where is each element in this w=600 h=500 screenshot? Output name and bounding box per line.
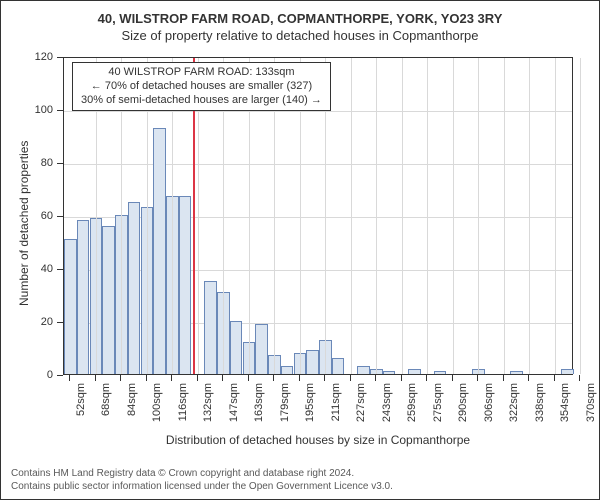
histogram-bar xyxy=(510,371,522,374)
x-tick-label: 275sqm xyxy=(432,383,444,422)
histogram-bar xyxy=(102,226,114,374)
grid-line xyxy=(351,58,352,374)
histogram-bar xyxy=(255,324,267,374)
grid-line xyxy=(478,58,479,374)
y-tick-label: 60 xyxy=(1,210,53,222)
footer-line-2: Contains public sector information licen… xyxy=(11,480,589,493)
x-tick xyxy=(324,375,325,381)
grid-line xyxy=(453,58,454,374)
x-tick-label: 116sqm xyxy=(177,383,189,421)
x-tick xyxy=(375,375,376,381)
annotation-line: 30% of semi-detached houses are larger (… xyxy=(81,94,322,108)
histogram-bar xyxy=(77,220,89,374)
x-tick-label: 52sqm xyxy=(75,383,87,416)
grid-line xyxy=(427,58,428,374)
histogram-bar xyxy=(64,239,76,374)
x-tick xyxy=(69,375,70,381)
x-tick xyxy=(146,375,147,381)
x-tick-label: 100sqm xyxy=(151,383,163,422)
x-tick xyxy=(401,375,402,381)
x-tick xyxy=(299,375,300,381)
x-tick-label: 227sqm xyxy=(355,383,367,422)
x-tick xyxy=(452,375,453,381)
y-tick xyxy=(57,322,63,323)
x-tick xyxy=(426,375,427,381)
x-tick-label: 163sqm xyxy=(253,383,265,422)
x-tick xyxy=(477,375,478,381)
x-tick xyxy=(197,375,198,381)
y-tick xyxy=(57,57,63,58)
x-tick-label: 68sqm xyxy=(100,383,112,416)
grid-line xyxy=(504,58,505,374)
x-tick-label: 370sqm xyxy=(585,383,597,422)
y-tick xyxy=(57,216,63,217)
x-tick-label: 84sqm xyxy=(126,383,138,416)
grid-line xyxy=(376,58,377,374)
x-tick xyxy=(120,375,121,381)
annotation-box: 40 WILSTROP FARM ROAD: 133sqm← 70% of de… xyxy=(72,62,331,111)
histogram-bar xyxy=(128,202,140,374)
histogram-bar xyxy=(306,350,318,374)
chart-container: 40, WILSTROP FARM ROAD, COPMANTHORPE, YO… xyxy=(0,0,600,500)
x-tick-label: 195sqm xyxy=(304,383,316,422)
histogram-bar xyxy=(179,196,191,374)
x-axis-title: Distribution of detached houses by size … xyxy=(63,433,573,447)
y-tick-label: 40 xyxy=(1,263,53,275)
x-tick xyxy=(171,375,172,381)
y-tick-label: 120 xyxy=(1,51,53,63)
histogram-bar xyxy=(561,369,573,374)
histogram-bar xyxy=(230,321,242,374)
x-tick xyxy=(528,375,529,381)
histogram-bar xyxy=(332,358,344,374)
histogram-bar xyxy=(408,369,420,374)
y-tick xyxy=(57,110,63,111)
y-tick xyxy=(57,375,63,376)
x-tick-label: 211sqm xyxy=(330,383,342,421)
chart-title-2: Size of property relative to detached ho… xyxy=(13,28,587,43)
chart-title-1: 40, WILSTROP FARM ROAD, COPMANTHORPE, YO… xyxy=(13,11,587,26)
footer-line-1: Contains HM Land Registry data © Crown c… xyxy=(11,467,589,480)
x-tick xyxy=(222,375,223,381)
histogram-bar xyxy=(434,371,446,374)
x-tick-label: 132sqm xyxy=(202,383,214,422)
annotation-line: 40 WILSTROP FARM ROAD: 133sqm xyxy=(81,66,322,80)
x-tick-label: 290sqm xyxy=(457,383,469,422)
x-tick xyxy=(554,375,555,381)
x-tick-label: 243sqm xyxy=(381,383,393,422)
histogram-bar xyxy=(281,366,293,374)
annotation-line: ← 70% of detached houses are smaller (32… xyxy=(81,80,322,94)
y-tick xyxy=(57,269,63,270)
y-tick-label: 100 xyxy=(1,104,53,116)
histogram-bar xyxy=(383,371,395,374)
x-tick-label: 179sqm xyxy=(279,383,291,422)
x-tick xyxy=(273,375,274,381)
histogram-bar xyxy=(357,366,369,374)
histogram-bar xyxy=(153,128,165,374)
x-tick-label: 354sqm xyxy=(559,383,571,422)
plot-area: 40 WILSTROP FARM ROAD: 133sqm← 70% of de… xyxy=(63,57,573,375)
histogram-bar xyxy=(204,281,216,374)
grid-line xyxy=(402,58,403,374)
x-tick-label: 306sqm xyxy=(483,383,495,422)
y-tick xyxy=(57,163,63,164)
y-tick-label: 20 xyxy=(1,316,53,328)
grid-line xyxy=(64,164,572,165)
x-tick xyxy=(503,375,504,381)
grid-line xyxy=(529,58,530,374)
x-tick xyxy=(95,375,96,381)
x-tick-label: 259sqm xyxy=(406,383,418,422)
x-tick-label: 322sqm xyxy=(508,383,520,422)
y-tick-label: 80 xyxy=(1,157,53,169)
grid-line xyxy=(555,58,556,374)
grid-line xyxy=(580,58,581,374)
x-tick xyxy=(350,375,351,381)
chart-footer: Contains HM Land Registry data © Crown c… xyxy=(11,467,589,493)
x-tick-label: 338sqm xyxy=(534,383,546,422)
y-tick-label: 0 xyxy=(1,369,53,381)
x-tick-label: 147sqm xyxy=(228,383,240,422)
x-tick xyxy=(248,375,249,381)
x-tick xyxy=(579,375,580,381)
